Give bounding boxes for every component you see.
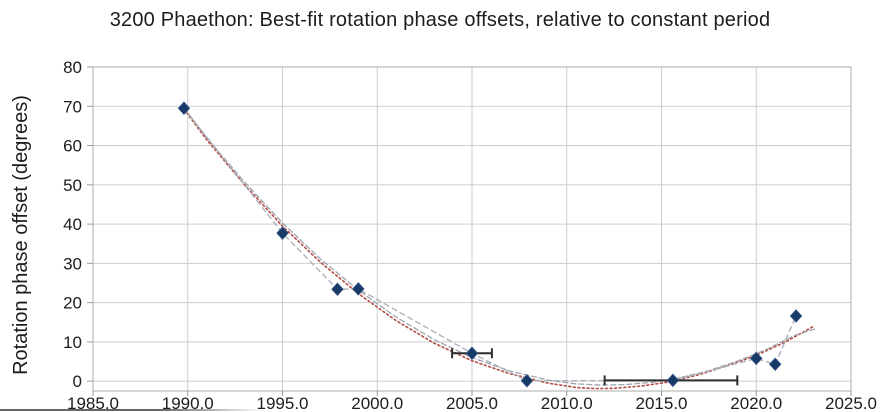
x-tick-label: 2000.0 — [351, 394, 403, 412]
data-connector-line — [183, 107, 797, 382]
screenshot-artifact-line — [0, 409, 263, 411]
y-tick-label: 0 — [73, 372, 82, 391]
x-tick-label: 1995.0 — [257, 394, 309, 412]
x-tick-label: 1990.0 — [162, 394, 214, 412]
x-tick-label: 2005.0 — [446, 394, 498, 412]
chart-title: 3200 Phaethon: Best-fit rotation phase o… — [109, 9, 771, 31]
y-tick-label: 40 — [63, 215, 82, 234]
x-tick-label: 2010.0 — [541, 394, 593, 412]
data-point-marker — [769, 357, 782, 372]
y-tick-label: 30 — [63, 254, 82, 273]
x-tick-label: 2015.0 — [636, 394, 688, 412]
y-tick-label: 20 — [63, 294, 82, 313]
data-point-marker — [520, 374, 534, 388]
data-point-marker — [666, 373, 680, 388]
data-point-marker — [750, 351, 763, 366]
data-point-marker — [331, 282, 344, 297]
x-tick-label: 2020.0 — [730, 394, 782, 412]
data-point-marker — [352, 282, 365, 296]
alternate-fit-curve-curve — [183, 107, 816, 386]
best-fit-changing-period-curve-curve — [183, 108, 814, 390]
y-tick-label: 50 — [63, 176, 82, 195]
data-point-marker — [465, 346, 479, 361]
data-point-marker — [177, 101, 191, 115]
y-tick-label: 60 — [63, 137, 82, 156]
y-tick-label: 10 — [63, 333, 82, 352]
x-tick-label: 2025.0 — [825, 394, 877, 412]
x-tick-label: 1985.0 — [67, 394, 119, 412]
y-tick-label: 80 — [63, 58, 82, 77]
y-tick-label: 70 — [63, 97, 82, 116]
data-point-marker — [276, 226, 289, 240]
data-point-marker — [789, 309, 803, 323]
